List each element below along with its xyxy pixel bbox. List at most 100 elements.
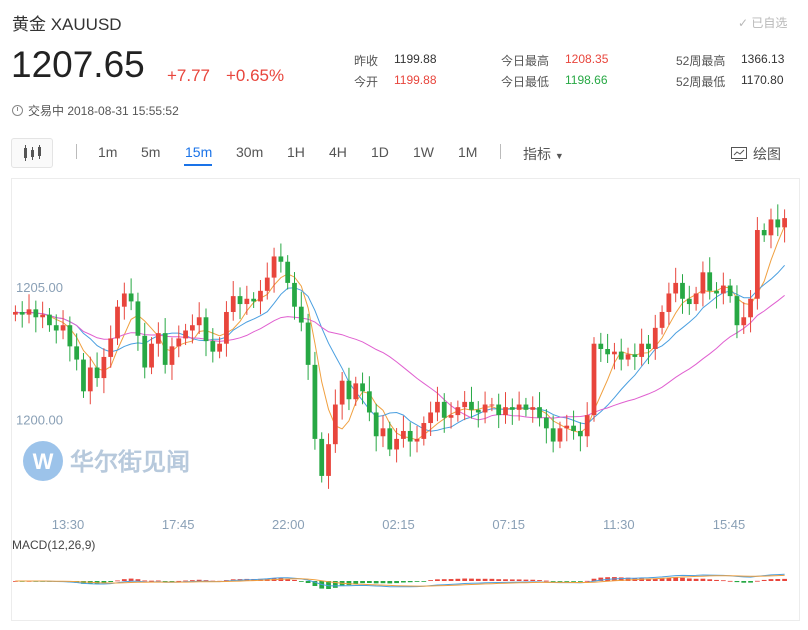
candle: [435, 386, 440, 422]
candlestick-type-button[interactable]: [11, 138, 53, 168]
candle-body: [748, 298, 753, 318]
candle-body: [720, 285, 726, 294]
candle: [67, 316, 73, 362]
candle: [101, 348, 107, 394]
macd-bar: [652, 578, 658, 581]
candle-body: [183, 330, 188, 339]
candle: [469, 386, 474, 419]
period-15m[interactable]: 15m: [185, 144, 213, 160]
candle: [366, 376, 372, 422]
period-1mo[interactable]: 1M: [458, 144, 478, 160]
candle: [509, 398, 515, 425]
candle-body: [516, 404, 522, 410]
macd-bar: [782, 578, 787, 581]
chart-panel[interactable]: W 华尔街见闻 1205.00 1200.00 13:30 17:45 22:00 02…: [11, 178, 800, 621]
macd-bar: [162, 581, 168, 582]
week52-high-label: 52周最高: [676, 54, 726, 68]
candle-body: [475, 409, 481, 413]
candle-body: [190, 325, 195, 331]
macd-bar: [475, 578, 481, 581]
price-chart[interactable]: W 华尔街见闻 1205.00 1200.00 13:30 17:45 22:00 02…: [12, 179, 799, 620]
macd-bar: [598, 577, 604, 581]
macd-bar: [584, 580, 590, 582]
candle-body: [435, 401, 440, 413]
candle-body: [94, 367, 100, 379]
candle: [40, 301, 46, 329]
candle-body: [305, 322, 311, 365]
period-1m[interactable]: 1m: [98, 144, 118, 160]
period-5m[interactable]: 5m: [141, 144, 161, 160]
candle-body: [598, 343, 604, 349]
candle: [639, 328, 645, 366]
x-tick-label: 07:15: [492, 517, 525, 532]
candle: [94, 352, 100, 387]
candle-body: [523, 404, 529, 410]
candle: [782, 209, 787, 243]
macd-bar: [509, 579, 515, 581]
candle-body: [509, 407, 515, 410]
candle: [754, 217, 760, 310]
candle: [244, 285, 250, 315]
macd-bar: [578, 581, 583, 582]
period-1w[interactable]: 1W: [413, 144, 434, 160]
macd-bar: [224, 580, 229, 581]
candle-body: [768, 219, 774, 236]
active-period-underline: [184, 164, 212, 166]
candle: [108, 325, 114, 368]
indicator-menu[interactable]: 指标 ▼: [523, 144, 564, 164]
macd-bar: [203, 580, 209, 581]
candle-body: [734, 296, 740, 326]
candle: [74, 333, 80, 371]
candle-body: [13, 311, 18, 315]
candle: [680, 274, 685, 314]
candle: [775, 204, 781, 237]
period-1h[interactable]: 1H: [287, 144, 305, 160]
candle-body: [285, 261, 291, 283]
draw-button[interactable]: 绘图: [731, 144, 781, 164]
period-30m[interactable]: 30m: [236, 144, 264, 160]
candle-body: [618, 351, 624, 360]
macd-bar: [666, 577, 672, 581]
candle-body: [469, 401, 474, 410]
candle: [251, 292, 257, 309]
period-1d[interactable]: 1D: [371, 144, 389, 160]
candle-body: [155, 333, 161, 344]
watchlist-toggle[interactable]: ✓ 已自选: [738, 14, 787, 31]
candle: [578, 422, 583, 452]
macd-bar: [428, 580, 434, 581]
candle: [135, 292, 141, 351]
candle: [748, 290, 753, 333]
price-change-percent: +0.65%: [226, 66, 285, 85]
macd-bar: [741, 581, 747, 583]
prev-close-value: 1199.88: [394, 52, 437, 66]
candle: [380, 415, 386, 448]
macd-bar: [401, 581, 406, 583]
macd-bar: [298, 581, 304, 582]
candle-body: [47, 314, 52, 326]
candle: [312, 351, 318, 450]
macd-bar: [435, 579, 440, 581]
candle: [564, 414, 570, 442]
candle-body: [332, 404, 338, 445]
candle-body: [135, 301, 141, 336]
day-low-label: 今日最低: [501, 75, 550, 89]
candle-body: [543, 417, 549, 429]
candle-body: [489, 404, 495, 406]
candle: [19, 301, 25, 328]
candle-body: [271, 256, 277, 278]
candle: [659, 305, 665, 335]
candle-body: [67, 325, 73, 347]
candle: [482, 391, 488, 424]
candle: [258, 279, 263, 315]
open-label: 今开: [354, 75, 379, 89]
candle: [591, 337, 597, 422]
candle-body: [441, 401, 447, 418]
period-4h[interactable]: 4H: [329, 144, 347, 160]
y-tick-label: 1205.00: [16, 280, 63, 295]
macd-bar: [571, 581, 576, 582]
candlestick-icon: [24, 145, 41, 161]
candle-body: [19, 311, 25, 315]
candle-body: [53, 325, 59, 331]
candle: [360, 372, 365, 405]
candle-body: [278, 256, 284, 262]
